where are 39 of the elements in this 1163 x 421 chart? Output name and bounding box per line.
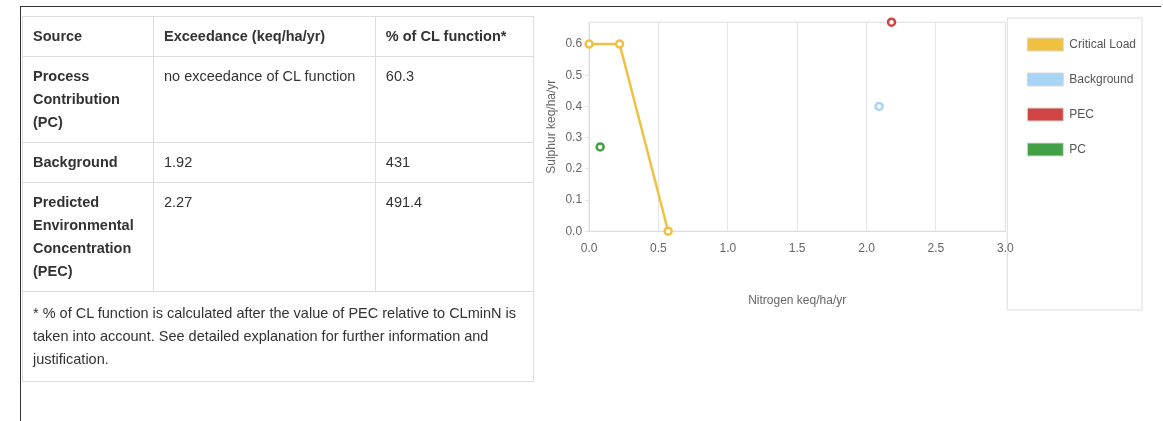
- text: 1.92: [164, 154, 193, 170]
- text: 431: [385, 154, 411, 170]
- legend-label: PEC: [1069, 106, 1095, 121]
- y-tick-label: 0.2: [565, 161, 583, 176]
- x-tick-label: 3.0: [996, 240, 1014, 255]
- x-axis-title: Nitrogen keq/ha/yr: [748, 293, 847, 308]
- x-tick-label: 0.5: [650, 240, 668, 255]
- y-tick-label: 0.1: [565, 192, 583, 207]
- category-label: Process Contribution (PC): [33, 68, 120, 130]
- x-tick-label: 0.0: [580, 240, 598, 255]
- x-tick-label: 2.5: [927, 240, 945, 255]
- y-tick-label: 0.3: [565, 129, 583, 144]
- legend-label: Background: [1069, 71, 1134, 86]
- point: [614, 39, 625, 49]
- text: 60.3: [385, 68, 415, 84]
- category-label: Exceedance (keq/ha/yr): [153, 16, 376, 57]
- point: [584, 39, 594, 49]
- x-tick-label: 1.5: [788, 240, 806, 255]
- text: 491.4: [385, 194, 423, 210]
- point: [663, 226, 673, 236]
- x-tick-label: 2.0: [858, 240, 876, 255]
- category-label: Background: [33, 154, 118, 170]
- text: no exceedance of CL function: [164, 68, 356, 84]
- point: [874, 101, 884, 112]
- y-tick-label: 0.4: [565, 98, 583, 113]
- category-label: Predicted Environmental Concentration (PEC): [33, 194, 134, 279]
- category-label: % of CL function*: [375, 16, 534, 57]
- point: [886, 17, 897, 27]
- text: 2.27: [164, 194, 193, 210]
- legend-label: Critical Load: [1069, 36, 1137, 51]
- y-tick-label: 0.0: [565, 223, 583, 238]
- category-label: Source: [22, 16, 154, 57]
- y-axis-title: Sulphur keq/ha/yr: [543, 79, 558, 174]
- y-tick-label: 0.5: [565, 67, 583, 82]
- text: * % of CL function is calculated after the value of PEC relative to CLminN is taken into account. See detailed explanation for further information and justification.: [22, 291, 534, 382]
- legend-label: PC: [1069, 141, 1087, 156]
- y-tick-label: 0.6: [565, 36, 583, 51]
- point: [595, 142, 605, 152]
- x-tick-label: 1.0: [719, 240, 737, 255]
